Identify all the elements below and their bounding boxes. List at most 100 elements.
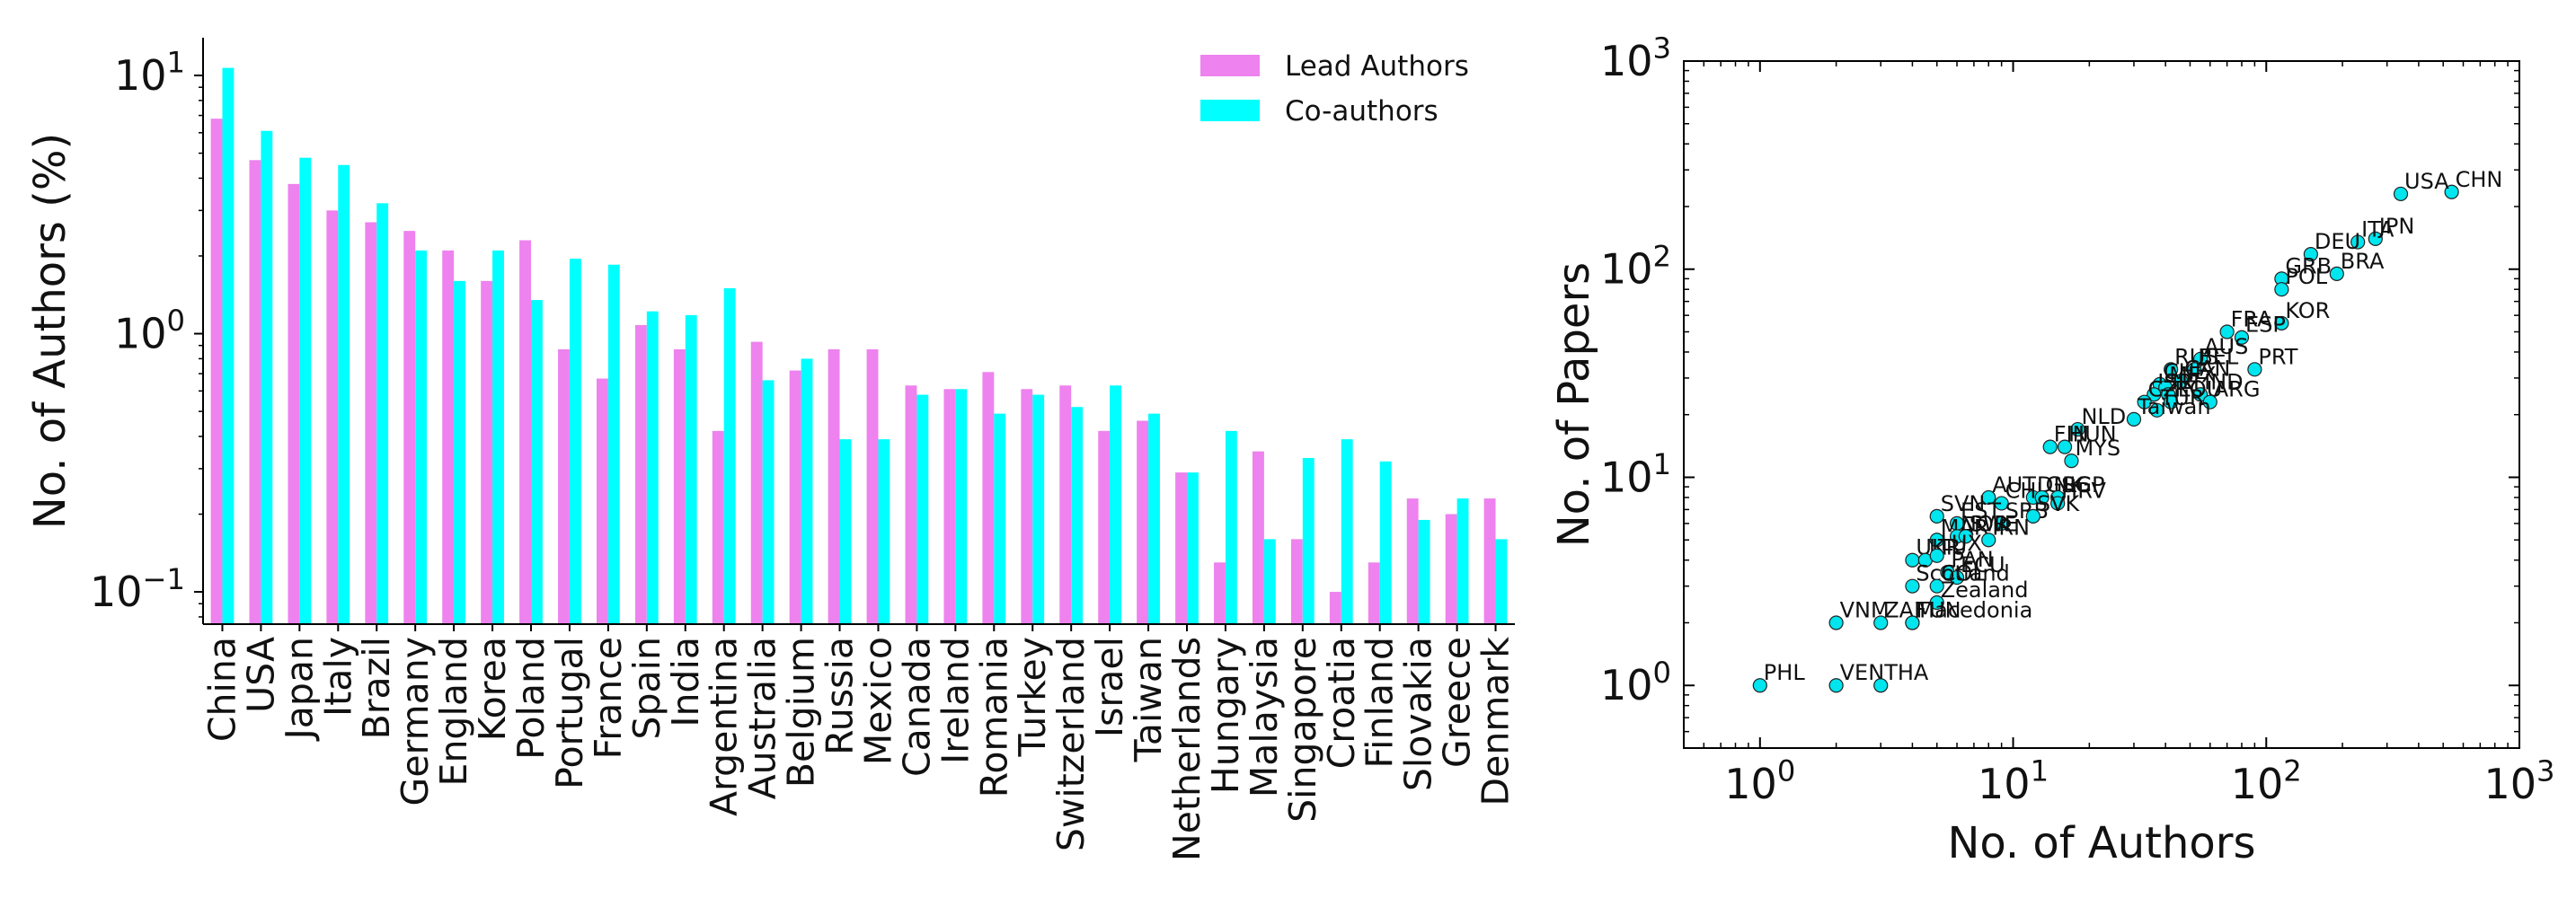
category-label-italy: Italy: [316, 637, 359, 717]
point-irn: [1981, 533, 1996, 548]
bar-co-portugal: [569, 259, 581, 624]
category-label-russia: Russia: [819, 637, 862, 755]
bar-lead-malaysia: [1253, 451, 1264, 624]
bar-co-canada: [916, 394, 929, 624]
point-vnm: [1828, 615, 1844, 630]
scatter-ytick-label: 100: [1600, 656, 1671, 709]
legend-swatch-co: [1200, 100, 1260, 121]
bar-co-switzerland: [1071, 407, 1084, 624]
category-label-taiwan: Taiwan: [1127, 637, 1170, 762]
bar-co-turkey: [1032, 394, 1045, 624]
point-grc: [2034, 489, 2049, 506]
point-label-hrv: HRV: [2061, 478, 2106, 503]
point-svn: [1929, 508, 1944, 524]
bar-co-finland: [1379, 461, 1392, 624]
category-label-china: China: [200, 637, 243, 742]
point-deu: [2303, 246, 2318, 262]
bar-lead-singapore: [1290, 539, 1303, 624]
bar-lead-brazil: [365, 222, 377, 624]
bar-lead-portugal: [558, 348, 570, 624]
category-label-ireland: Ireland: [934, 637, 977, 764]
point-label-macedonia: Macedonia: [1916, 597, 2032, 622]
bar-co-italy: [338, 164, 350, 625]
point-col: [1929, 578, 1944, 594]
bar-co-malaysia: [1263, 539, 1276, 624]
scatter-xtick-label: 102: [2231, 754, 2302, 808]
point-label-mex: MEX: [2169, 363, 2216, 388]
bar-ytick-label-exp: 0: [167, 304, 185, 338]
point-chn: [2444, 184, 2459, 199]
point-swe: [1958, 529, 1973, 544]
bar-lead-india: [673, 348, 686, 624]
point-rus: [2164, 362, 2179, 377]
category-label-canada: Canada: [895, 637, 938, 777]
category-label-belgium: Belgium: [780, 637, 823, 788]
point-fin: [2042, 439, 2058, 454]
point-zealand: [1929, 595, 1944, 611]
point-srb: [1994, 515, 2009, 532]
category-label-korea: Korea: [471, 637, 514, 741]
point-label-est: EST: [1961, 498, 2001, 524]
bar-co-mexico: [878, 439, 890, 624]
bar-lead-turkey: [1021, 389, 1033, 624]
bar-lead-spain: [634, 324, 647, 624]
scatter-x-axis-title: No. of Authors: [1947, 818, 2255, 868]
point-label-col: COL: [1941, 561, 1986, 586]
point-label-grb: GRB: [2285, 253, 2332, 278]
point-isr: [2147, 387, 2162, 402]
point-fra: [2219, 324, 2235, 339]
bar-co-england: [454, 280, 465, 624]
legend-swatch-lead: [1200, 55, 1260, 76]
bar-lead-denmark: [1483, 498, 1496, 624]
bar-lead-china: [210, 119, 223, 624]
point-label-usa: USA: [2404, 169, 2449, 194]
point-mar: [1929, 533, 1944, 548]
category-label-spain: Spain: [625, 637, 668, 740]
bar-lead-mexico: [866, 348, 879, 624]
category-label-israel: Israel: [1088, 637, 1131, 737]
point-hrv: [2050, 496, 2066, 511]
point-label-hun: HUN: [2068, 422, 2117, 447]
bar-co-korea: [492, 250, 504, 624]
point-cze: [2137, 394, 2152, 410]
bar-co-denmark: [1495, 539, 1508, 624]
category-label-slovakia: Slovakia: [1397, 637, 1440, 791]
point-macedonia: [1905, 615, 1920, 630]
bar-co-ireland: [955, 389, 968, 624]
category-label-argentina: Argentina: [703, 637, 746, 816]
point-label-svk: SVK: [2037, 491, 2081, 516]
point-label-arg: ARG: [2214, 377, 2261, 402]
point-aut: [1981, 489, 1996, 506]
point-label-ecu: ECU: [1961, 552, 2005, 577]
scatter-y-axis-title: No. of Papers: [1549, 262, 1599, 547]
bar-ytick-label: 100: [114, 304, 185, 357]
bar-ytick-label-base: 10: [114, 51, 167, 100]
scatter-xtick-label-base: 10: [2483, 760, 2536, 808]
point-scotland: [1905, 578, 1920, 594]
bar-lead-australia: [750, 341, 763, 624]
bar-co-spain: [646, 311, 659, 624]
scatter-ytick-label-base: 10: [1600, 661, 1653, 709]
category-label-poland: Poland: [509, 637, 553, 760]
point-label-taiwan: Taiwan: [2137, 394, 2211, 419]
bar-co-taiwan: [1148, 413, 1160, 624]
scatter-xtick-label-exp: 2: [2283, 754, 2301, 788]
bar-lead-canada: [905, 385, 917, 624]
bar-lead-japan: [288, 183, 300, 624]
point-arg: [2202, 394, 2217, 410]
point-chl: [1994, 496, 2009, 511]
bar-lead-hungary: [1214, 562, 1226, 624]
bar-co-poland: [531, 300, 543, 624]
bar-ytick-label-exp: −1: [143, 562, 185, 596]
legend-label-lead: Lead Authors: [1285, 50, 1469, 83]
point-label-bel: BEL: [2198, 344, 2239, 369]
category-label-portugal: Portugal: [548, 637, 591, 789]
bar-co-greece: [1456, 498, 1469, 624]
scatter-frame: [1683, 60, 2520, 749]
category-label-usa: USA: [239, 637, 282, 713]
scatter-xtick-label-base: 10: [1978, 760, 2031, 808]
category-label-turkey: Turkey: [1011, 637, 1054, 757]
point-label-esp: ESP: [2245, 313, 2286, 338]
bar-lead-argentina: [712, 430, 724, 624]
bar-lead-netherlands: [1175, 472, 1187, 624]
